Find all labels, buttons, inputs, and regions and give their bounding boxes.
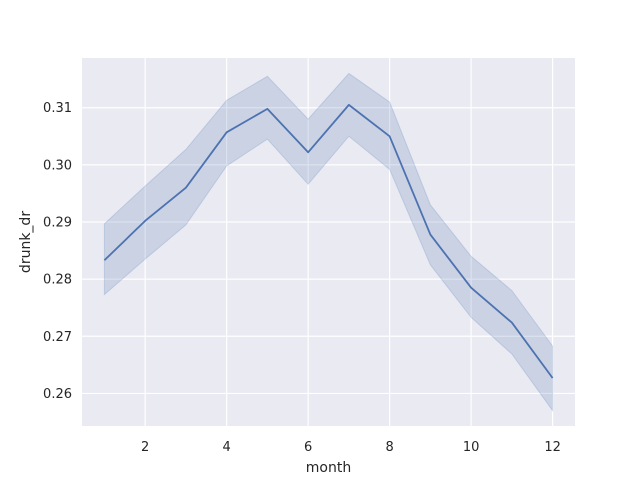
y-tick-label: 0.26 <box>43 387 72 402</box>
ci-band <box>103 72 554 413</box>
x-tick-label: 2 <box>141 440 149 455</box>
x-tick-label: 10 <box>463 440 480 455</box>
x-tick-label: 6 <box>304 440 312 455</box>
y-tick-label: 0.30 <box>43 158 72 173</box>
confidence-band <box>103 72 554 413</box>
y-tick-label: 0.31 <box>43 101 72 116</box>
y-axis-label: drunk_dr <box>18 211 34 273</box>
x-axis-ticks: 2 4 6 8 10 12 <box>141 440 561 455</box>
series-line <box>103 103 554 379</box>
plot-area <box>82 58 575 426</box>
grid <box>82 58 575 426</box>
x-tick-label: 12 <box>544 440 561 455</box>
x-tick-label: 4 <box>222 440 230 455</box>
series-polyline <box>103 103 554 379</box>
y-axis-ticks: 0.26 0.27 0.28 0.29 0.30 0.31 <box>43 101 72 402</box>
y-tick-label: 0.29 <box>43 216 72 231</box>
x-axis-label: month <box>306 460 351 476</box>
y-tick-label: 0.27 <box>43 330 72 345</box>
y-tick-label: 0.28 <box>43 273 72 288</box>
x-tick-label: 8 <box>385 440 393 455</box>
